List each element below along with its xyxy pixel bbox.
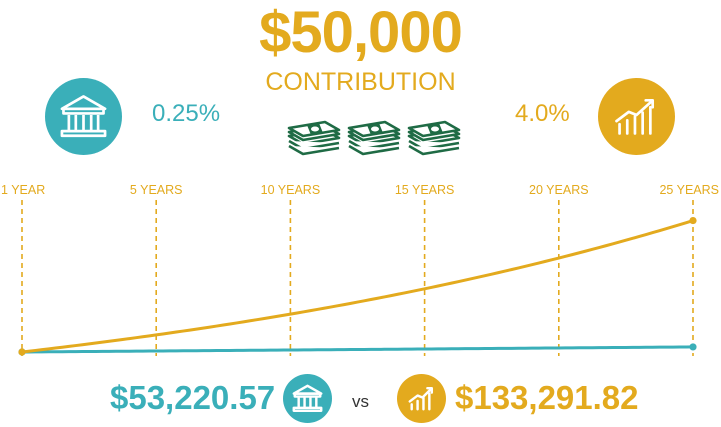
data-point-invest xyxy=(18,348,26,356)
versus-label: vs xyxy=(352,392,369,411)
invest-rate: 4.0% xyxy=(515,100,570,127)
growth-chart-icon xyxy=(397,374,446,423)
bank-result: $53,220.57 xyxy=(110,379,276,416)
bank-icon xyxy=(283,374,332,423)
data-point-bank xyxy=(689,343,697,351)
contribution-label: CONTRIBUTION xyxy=(265,68,456,96)
cash-stack-icon xyxy=(287,120,461,156)
data-point-invest xyxy=(689,216,697,225)
growth-chart-icon xyxy=(598,78,675,155)
tick-label: 10 YEARS xyxy=(261,183,321,197)
bank-rate: 0.25% xyxy=(152,100,221,127)
tick-label: 25 YEARS xyxy=(659,183,719,197)
tick-label: 15 YEARS xyxy=(395,183,455,197)
invest-result: $133,291.82 xyxy=(455,379,639,416)
tick-label: 1 YEAR xyxy=(1,183,45,197)
bank-icon xyxy=(45,78,122,155)
growth-chart: 1 YEAR 5 YEARS 10 YEARS 15 YEARS 20 YEARS 25 … xyxy=(1,183,719,356)
series-line-invest xyxy=(20,219,695,354)
tick-label: 20 YEARS xyxy=(529,183,589,197)
tick-label: 5 YEARS xyxy=(130,183,183,197)
contribution-amount: $50,000 xyxy=(259,0,463,65)
series-line-bank xyxy=(20,345,695,354)
